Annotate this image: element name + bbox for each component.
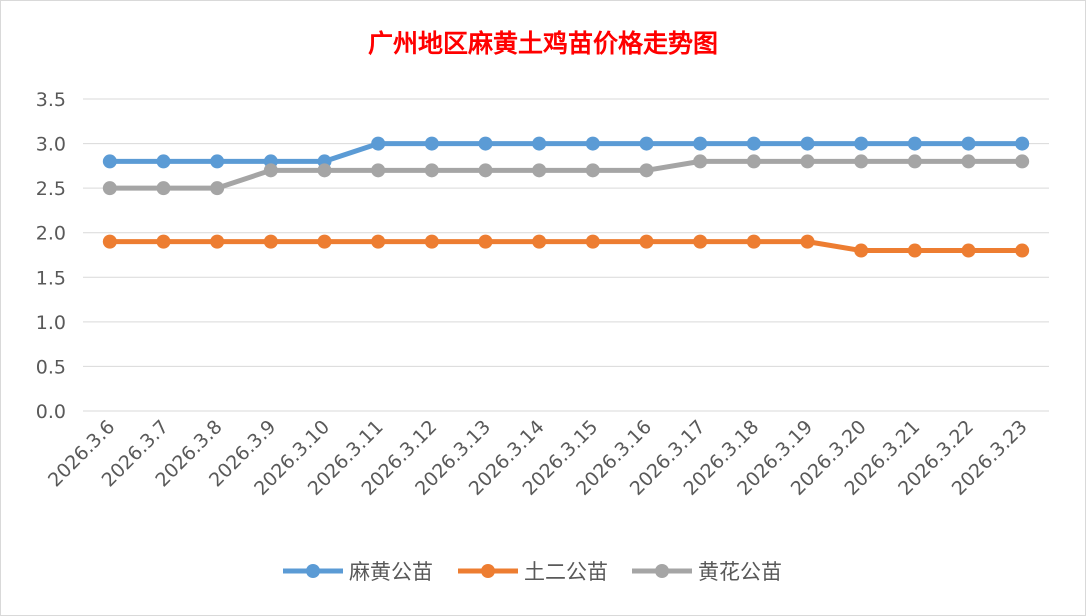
data-point	[1015, 154, 1030, 169]
series-line	[102, 234, 1030, 258]
legend-marker	[655, 564, 669, 578]
data-point	[800, 234, 815, 249]
data-point	[478, 163, 493, 178]
data-point	[907, 154, 922, 169]
data-point	[424, 163, 439, 178]
data-point	[639, 234, 654, 249]
data-point	[693, 154, 708, 169]
data-point	[317, 163, 332, 178]
data-point	[371, 234, 386, 249]
plot-series	[102, 136, 1030, 258]
data-point	[263, 163, 278, 178]
legend-entry: 土二公苗	[458, 560, 608, 584]
data-point	[854, 243, 869, 258]
data-point	[1015, 243, 1030, 258]
data-point	[961, 243, 976, 258]
data-point	[532, 163, 547, 178]
y-tick-label: 0.5	[36, 356, 66, 378]
x-axis: 2026.3.62026.3.72026.3.82026.3.92026.3.1…	[44, 416, 1032, 500]
data-point	[102, 154, 117, 169]
data-point	[102, 181, 117, 196]
data-point	[800, 154, 815, 169]
data-point	[746, 136, 761, 151]
data-point	[907, 243, 922, 258]
data-point	[585, 136, 600, 151]
data-point	[961, 154, 976, 169]
data-point	[585, 163, 600, 178]
data-point	[1015, 136, 1030, 151]
legend-entry: 黄花公苗	[632, 560, 782, 584]
data-point	[907, 136, 922, 151]
y-tick-label: 2.5	[36, 178, 66, 200]
data-point	[156, 154, 171, 169]
legend-label: 麻黄公苗	[349, 560, 433, 584]
series-line	[102, 154, 1030, 196]
legend-marker	[306, 564, 320, 578]
series-path	[107, 239, 1025, 254]
data-point	[478, 234, 493, 249]
data-point	[263, 234, 278, 249]
chart-title: 广州地区麻黄土鸡苗价格走势图	[368, 29, 718, 58]
data-point	[585, 234, 600, 249]
data-point	[639, 163, 654, 178]
data-point	[317, 234, 332, 249]
data-point	[693, 136, 708, 151]
data-point	[639, 136, 654, 151]
data-point	[478, 136, 493, 151]
data-point	[210, 154, 225, 169]
data-point	[532, 234, 547, 249]
legend-label: 黄花公苗	[698, 560, 782, 584]
data-point	[961, 136, 976, 151]
series-path	[107, 141, 1025, 164]
y-tick-label: 1.0	[36, 312, 66, 334]
data-point	[854, 136, 869, 151]
data-point	[371, 163, 386, 178]
data-point	[532, 136, 547, 151]
y-tick-label: 3.5	[36, 89, 66, 111]
data-point	[210, 234, 225, 249]
data-point	[371, 136, 386, 151]
data-point	[156, 181, 171, 196]
data-point	[693, 234, 708, 249]
data-point	[102, 234, 117, 249]
y-tick-label: 1.5	[36, 267, 66, 289]
y-tick-label: 2.0	[36, 223, 66, 245]
legend-label: 土二公苗	[524, 560, 608, 584]
data-point	[800, 136, 815, 151]
data-point	[210, 181, 225, 196]
data-point	[746, 234, 761, 249]
y-tick-label: 3.0	[36, 134, 66, 156]
legend-entry: 麻黄公苗	[283, 560, 433, 584]
series-path	[107, 158, 1025, 191]
y-tick-label: 0.0	[36, 401, 66, 423]
y-axis: 0.0 0.5 1.0 1.5 2.0 2.5 3.0 3.5	[36, 89, 66, 423]
series-line	[102, 136, 1030, 169]
data-point	[424, 136, 439, 151]
data-point	[854, 154, 869, 169]
legend-marker	[481, 564, 495, 578]
data-point	[424, 234, 439, 249]
legend: 麻黄公苗 土二公苗 黄花公苗	[283, 560, 782, 584]
data-point	[156, 234, 171, 249]
data-point	[746, 154, 761, 169]
